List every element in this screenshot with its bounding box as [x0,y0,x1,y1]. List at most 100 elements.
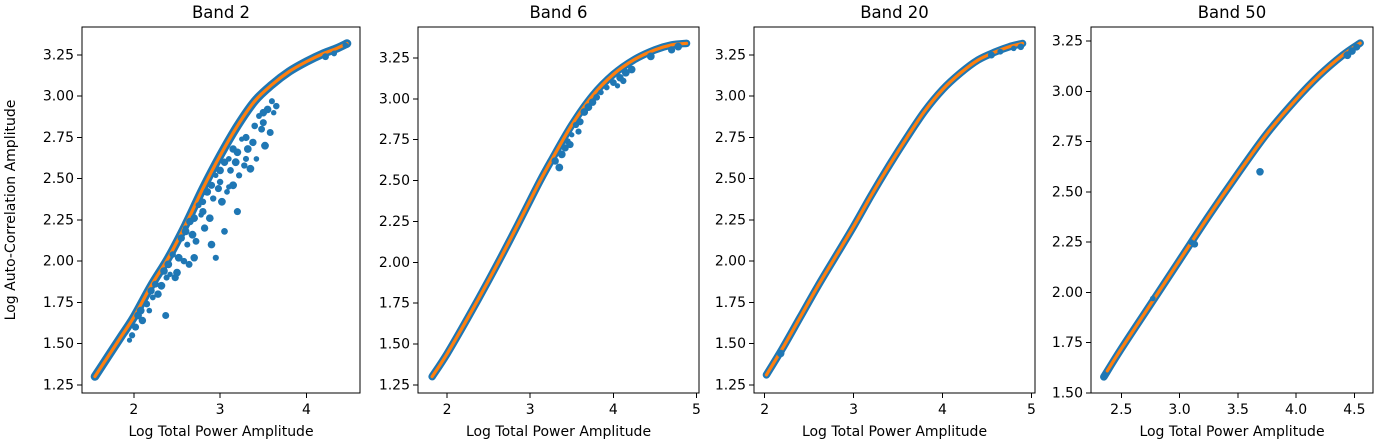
outlier-point [151,280,159,288]
y-tick-label: 3.25 [379,51,410,67]
outlier-point [160,267,168,275]
outlier-point [203,188,212,196]
y-tick-label: 2.00 [43,254,74,270]
outlier-point [218,197,226,206]
outlier-point [776,349,785,358]
outlier-point [603,84,610,91]
y-tick-label: 3.00 [1052,84,1083,100]
outlier-point [575,128,582,135]
y-tick-label: 1.75 [43,295,74,311]
outlier-point [207,181,216,189]
x-tick-label: 4 [302,402,311,418]
fit-line [430,41,689,379]
subplot-band-6: 2 3 4 5 1.25 1.50 1.75 2.00 2.25 2.50 2.75 3.00 3.25… [379,3,701,440]
outlier-point [224,189,230,195]
outlier-point [259,119,267,127]
subplot-title: Band 6 [529,3,587,22]
outlier-point [242,133,250,142]
x-tick-label: 2 [443,402,452,418]
outlier-point [246,164,255,173]
outlier-point [138,316,147,325]
y-tick-label: 2.00 [715,254,746,270]
outlier-point [233,148,242,157]
outlier-point [1010,45,1017,52]
outlier-point [569,132,575,138]
plot-area [1090,26,1374,394]
outlier-point [253,156,260,162]
subplot-title: Band 50 [1198,3,1267,22]
outlier-point [146,307,153,314]
y-tick-label: 1.50 [715,336,746,352]
outlier-point [190,254,198,262]
outlier-point [236,172,243,179]
outlier-point [199,207,207,216]
outlier-point [614,83,621,89]
outlier-point [229,181,238,190]
x-axis-label: Log Total Power Amplitude [128,424,313,440]
outlier-point [195,202,202,209]
y-tick-label: 1.25 [379,377,410,393]
x-tick-label: 2 [760,402,769,418]
outlier-point [216,178,224,186]
x-tick-label: 5 [1027,402,1036,418]
outlier-point [610,79,617,86]
outlier-point [646,52,655,61]
outlier-point [1191,240,1199,248]
y-axis-label: Log Auto-Correlation Amplitude [3,100,19,321]
outlier-point [233,208,241,216]
outlier-point [214,185,222,193]
outlier-point [128,332,136,339]
outlier-point [342,42,349,48]
outlier-point [555,163,564,172]
outlier-point [576,118,584,126]
outlier-point [551,157,559,165]
y-tick-label: 2.25 [379,214,410,230]
outlier-point [667,46,676,54]
x-tick-label: 2 [129,402,138,418]
outlier-point [162,311,170,320]
outlier-point [627,65,636,74]
y-tick-label: 2.50 [715,171,746,187]
outlier-point [1348,47,1356,55]
outlier-point [270,109,277,116]
fit-line [93,41,349,379]
x-tick-label: 5 [692,402,701,418]
outlier-point [180,257,188,265]
outlier-point [199,198,207,206]
outlier-point [1150,295,1156,302]
outlier-point [322,53,329,61]
outlier-point [154,290,162,298]
outlier-point [131,323,140,331]
outlier-point [126,337,133,343]
plot-area [417,26,700,394]
outlier-points [126,42,349,343]
outlier-point [674,42,683,51]
y-tick-label: 2.50 [1052,184,1083,200]
subplot-band-20: 2 3 4 5 1.25 1.50 1.75 2.00 2.25 2.50 2.75 3.00 3.25… [715,3,1036,440]
y-tick-label: 2.25 [1052,235,1083,251]
subplot-band-50: 2.5 3.0 3.5 4.0 4.5 1.50 1.75 2.00 2.25 2.50 2.75 3… [1052,3,1374,440]
outlier-point [1017,43,1025,51]
outlier-point [620,77,627,85]
outlier-point [621,68,630,77]
y-tick-label: 1.50 [43,336,74,352]
y-tick-label: 2.75 [1052,134,1083,150]
y-tick-label: 2.25 [43,212,74,228]
x-tick-label: 4.5 [1343,402,1365,418]
outlier-point [207,240,216,249]
outlier-point [997,48,1004,55]
outlier-point [169,251,176,258]
outlier-point [221,228,228,235]
y-tick-label: 3.00 [43,89,74,105]
outlier-point [566,141,574,149]
outlier-point [273,102,280,110]
outlier-point [212,254,219,261]
outlier-point [164,260,173,269]
subplot-title: Band 20 [860,3,929,22]
outlier-point [1353,43,1361,51]
outlier-points [551,42,683,172]
y-tick-label: 2.50 [43,171,74,187]
x-tick-label: 3 [849,402,858,418]
x-tick-label: 4 [609,402,618,418]
